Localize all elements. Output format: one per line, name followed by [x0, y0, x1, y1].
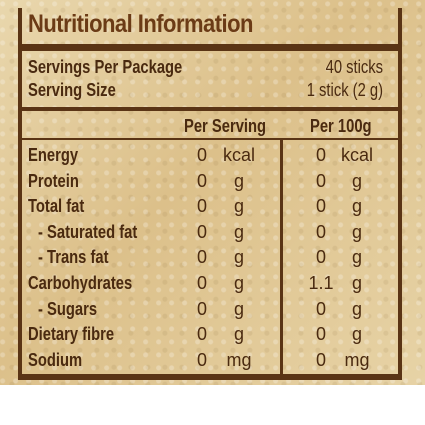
per-serving-unit: g — [233, 171, 244, 191]
per-100g-value: 0 — [315, 247, 326, 267]
nutrient-name: - Sugars — [38, 299, 98, 319]
per-100g-value: 1.1 — [308, 273, 334, 293]
per-serving-unit: g — [233, 247, 244, 267]
servings-per-package-value: 40 sticks — [325, 57, 383, 77]
column-separator — [280, 138, 283, 374]
per-100g-unit: mg — [344, 350, 370, 370]
nutrient-name: Total fat — [28, 196, 85, 216]
per-serving-unit: g — [233, 196, 244, 216]
nutrient-name: Carbohydrates — [28, 273, 133, 293]
column-header-per-serving: Per Serving — [184, 116, 267, 136]
label-title: Nutritional Information — [28, 10, 253, 38]
nutrient-name: Dietary fibre — [28, 324, 115, 344]
per-100g-value: 0 — [315, 145, 326, 165]
per-serving-unit: g — [233, 299, 244, 319]
column-header-divider — [22, 138, 398, 140]
per-serving-unit: g — [233, 222, 244, 242]
per-100g-value: 0 — [315, 171, 326, 191]
nutrient-name: Protein — [28, 171, 79, 191]
serving-size-value: 1 stick (2 g) — [306, 80, 383, 100]
per-serving-unit: g — [233, 324, 244, 344]
nutrient-name: - Trans fat — [38, 247, 109, 267]
nutrient-name: Sodium — [28, 350, 83, 370]
per-100g-unit: g — [351, 299, 362, 319]
per-100g-value: 0 — [315, 299, 326, 319]
nutrient-name: Energy — [28, 145, 79, 165]
per-serving-unit: mg — [226, 350, 252, 370]
nutrient-name: - Saturated fat — [38, 222, 138, 242]
per-100g-unit: g — [351, 324, 362, 344]
per-serving-unit: g — [233, 273, 244, 293]
per-100g-value: 0 — [315, 222, 326, 242]
per-serving-unit: kcal — [222, 145, 255, 165]
per-serving-value: 0 — [196, 171, 207, 191]
nutrition-label-panel: Nutritional Information Servings Per Pac… — [0, 0, 425, 385]
per-serving-value: 0 — [196, 350, 207, 370]
per-100g-unit: kcal — [340, 145, 373, 165]
per-100g-unit: g — [351, 196, 362, 216]
per-serving-value: 0 — [196, 324, 207, 344]
per-100g-value: 0 — [315, 196, 326, 216]
per-serving-value: 0 — [196, 247, 207, 267]
label-frame — [18, 8, 402, 380]
per-100g-unit: g — [351, 171, 362, 191]
title-divider — [22, 44, 398, 51]
per-serving-value: 0 — [196, 145, 207, 165]
per-serving-value: 0 — [196, 222, 207, 242]
column-header-per-100g: Per 100g — [310, 116, 372, 136]
per-serving-value: 0 — [196, 299, 207, 319]
per-100g-value: 0 — [315, 350, 326, 370]
per-serving-value: 0 — [196, 273, 207, 293]
serving-size-label: Serving Size — [28, 80, 116, 100]
per-serving-value: 0 — [196, 196, 207, 216]
servings-per-package-label: Servings Per Package — [28, 57, 183, 77]
per-100g-unit: g — [351, 247, 362, 267]
header-divider — [22, 107, 398, 111]
per-100g-value: 0 — [315, 324, 326, 344]
per-100g-unit: g — [351, 222, 362, 242]
per-100g-unit: g — [351, 273, 362, 293]
